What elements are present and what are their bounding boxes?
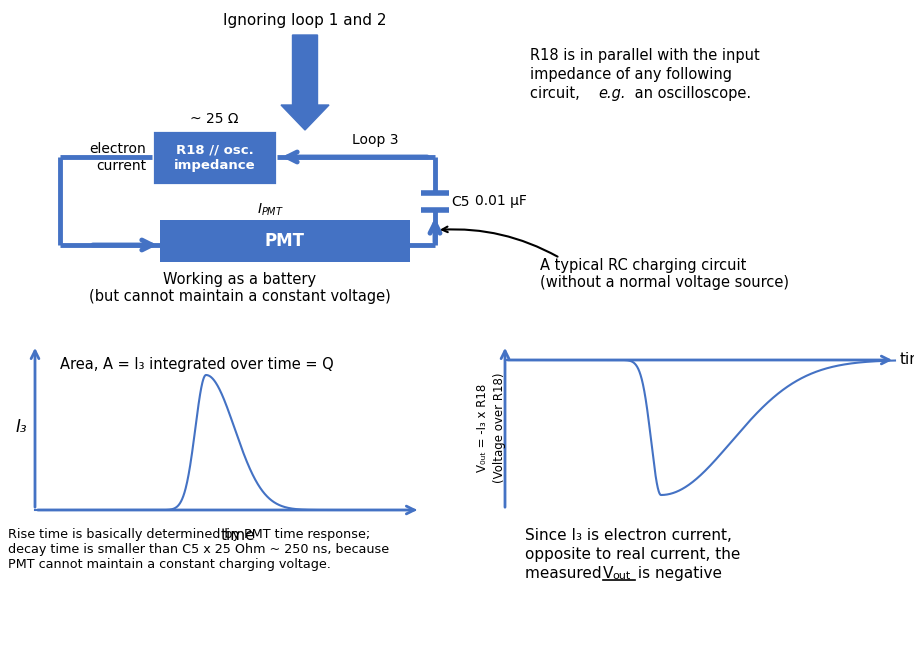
FancyArrow shape	[281, 35, 329, 130]
Text: A typical RC charging circuit: A typical RC charging circuit	[540, 258, 747, 273]
FancyBboxPatch shape	[160, 220, 410, 262]
Text: e.g.: e.g.	[598, 86, 625, 101]
Text: Since I₃ is electron current,: Since I₃ is electron current,	[525, 528, 732, 543]
Text: impedance of any following: impedance of any following	[530, 67, 732, 82]
Text: decay time is smaller than C5 x 25 Ohm ~ 250 ns, because: decay time is smaller than C5 x 25 Ohm ~…	[8, 543, 389, 556]
Text: R18 is in parallel with the input: R18 is in parallel with the input	[530, 48, 760, 63]
Text: Working as a battery: Working as a battery	[164, 272, 316, 287]
Text: circuit,: circuit,	[530, 86, 584, 101]
Text: 0.01 μF: 0.01 μF	[475, 195, 526, 209]
Text: Area, A = I₃ integrated over time = Q: Area, A = I₃ integrated over time = Q	[60, 357, 334, 372]
Text: is negative: is negative	[633, 566, 722, 581]
Text: ~ 25 Ω: ~ 25 Ω	[190, 112, 239, 126]
Text: an oscilloscope.: an oscilloscope.	[630, 86, 751, 101]
Text: $I_{PMT}$: $I_{PMT}$	[257, 201, 283, 218]
Text: (but cannot maintain a constant voltage): (but cannot maintain a constant voltage)	[90, 289, 391, 304]
Text: out: out	[612, 571, 631, 581]
FancyBboxPatch shape	[152, 130, 277, 185]
Text: I₃: I₃	[16, 418, 27, 436]
Text: Loop 3: Loop 3	[352, 133, 399, 147]
Text: Rise time is basically determined by PMT time response;: Rise time is basically determined by PMT…	[8, 528, 370, 541]
Text: PMT: PMT	[265, 232, 305, 250]
Text: measured: measured	[525, 566, 607, 581]
Text: R18 // osc.
impedance: R18 // osc. impedance	[174, 143, 255, 172]
Text: V₀ᵤₜ = -I₃ x R18
(Voltage over R18): V₀ᵤₜ = -I₃ x R18 (Voltage over R18)	[475, 372, 506, 482]
Text: time: time	[900, 352, 914, 368]
Text: opposite to real current, the: opposite to real current, the	[525, 547, 740, 562]
Text: C5: C5	[451, 195, 470, 209]
Text: Ignoring loop 1 and 2: Ignoring loop 1 and 2	[223, 13, 387, 28]
Text: electron
current: electron current	[90, 143, 146, 173]
Text: time: time	[220, 528, 255, 543]
Text: (without a normal voltage source): (without a normal voltage source)	[540, 275, 789, 290]
Text: V: V	[603, 566, 613, 581]
Text: PMT cannot maintain a constant charging voltage.: PMT cannot maintain a constant charging …	[8, 558, 331, 571]
